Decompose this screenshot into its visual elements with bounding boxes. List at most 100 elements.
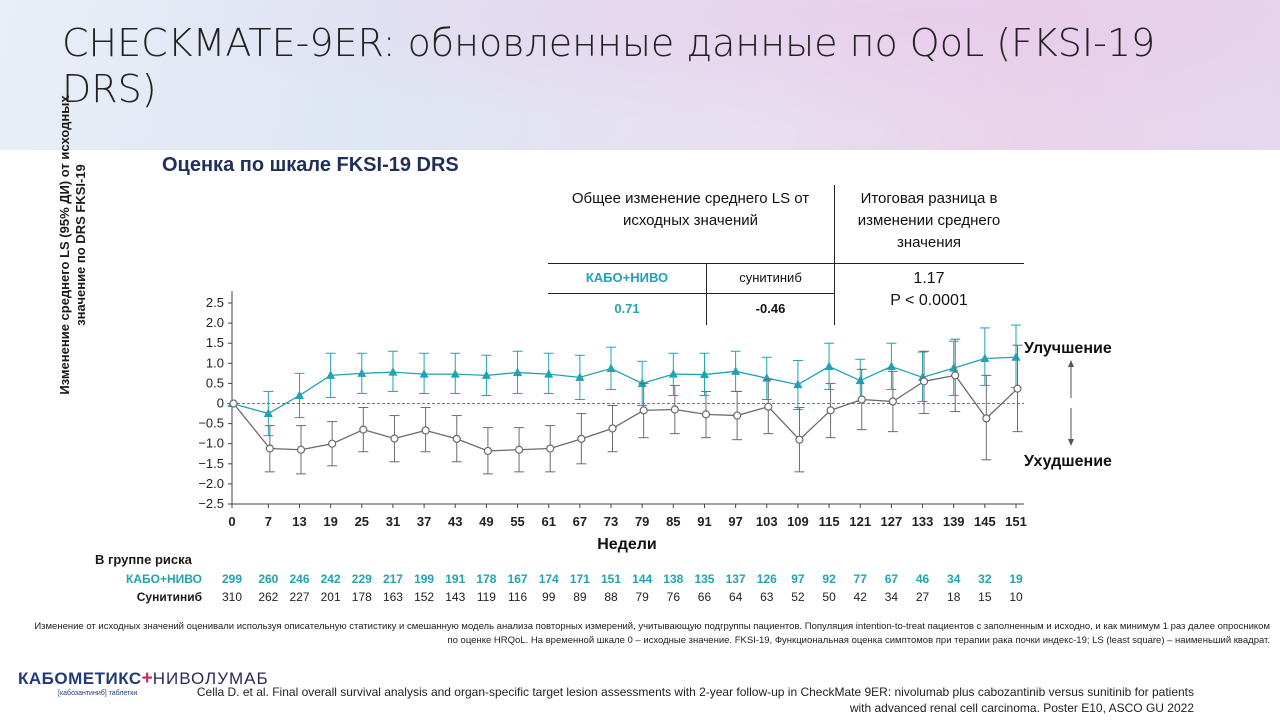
series2-point	[296, 445, 306, 454]
header-band	[0, 0, 1280, 150]
x-tick-label: 0	[228, 514, 235, 529]
series2-point	[670, 405, 679, 414]
improvement-arrowhead	[1068, 360, 1074, 367]
series1-point	[481, 370, 491, 379]
risk-count-arm2: 10	[1009, 590, 1023, 604]
series1-point	[1011, 352, 1021, 361]
risk-count-arm1: 97	[791, 572, 805, 586]
series1-point	[668, 369, 678, 378]
series1-point	[513, 367, 523, 377]
worsening-label: Ухудшение	[1024, 453, 1112, 470]
y-tick-label: −0.5	[198, 416, 224, 431]
series1-point	[855, 375, 865, 385]
worsening-arrowhead	[1068, 439, 1074, 446]
risk-count-arm2: 163	[383, 590, 403, 604]
series1-point	[388, 367, 398, 376]
x-tick-label: 109	[787, 514, 809, 529]
x-tick-label: 19	[323, 514, 337, 529]
y-tick-label: 1.5	[206, 335, 224, 350]
risk-count-arm2: 227	[289, 590, 309, 604]
risk-count-arm1: 174	[539, 572, 559, 586]
risk-count-arm2: 89	[573, 590, 587, 604]
series1-point	[886, 361, 896, 371]
chart-subtitle: Оценка по шкале FKSI-19 DRS	[162, 154, 459, 176]
risk-count-arm1: 19	[1009, 572, 1023, 586]
risk-count-arm1: 144	[632, 572, 652, 586]
series1-point	[606, 363, 616, 373]
series2-point	[1013, 384, 1022, 393]
table-divider-mid	[548, 293, 834, 294]
x-tick-label: 85	[666, 514, 680, 529]
logo-plus-icon: +	[141, 668, 153, 689]
series2-point	[229, 399, 238, 408]
risk-count-arm1: 199	[414, 572, 434, 586]
risk-count-arm2: 27	[916, 590, 930, 604]
risk-count-arm2: 63	[760, 590, 774, 604]
table-arm2-label: сунитиниб	[739, 270, 802, 285]
series2-point	[795, 435, 804, 444]
risk-count-arm2: 178	[352, 590, 372, 604]
series2-point	[514, 445, 524, 454]
series1-point	[699, 369, 709, 379]
series2-point	[546, 444, 555, 453]
risk-count-arm1: 246	[289, 572, 309, 586]
series2-point	[577, 434, 586, 443]
series2-point	[982, 414, 991, 423]
series2-point	[265, 444, 274, 453]
risk-count-arm2: 99	[542, 590, 556, 604]
series1-point	[357, 368, 367, 377]
series1-point	[575, 372, 585, 381]
series1-point	[637, 378, 647, 387]
risk-count-arm2: 64	[729, 590, 743, 604]
x-tick-label: 115	[819, 514, 840, 529]
risk-count-arm2: 15	[978, 590, 992, 604]
series2-point	[608, 424, 617, 433]
risk-count-arm1: 191	[445, 572, 465, 586]
table-difference: 1.17	[913, 270, 945, 287]
risk-count-arm2: 116	[508, 590, 527, 604]
risk-count-arm1: 135	[694, 572, 714, 586]
series1-point	[824, 361, 834, 371]
x-tick-label: 67	[573, 514, 587, 529]
table-col2-header: Итоговая разница в изменении среднего зн…	[857, 190, 1001, 251]
series1-point	[949, 363, 959, 372]
y-tick-label: 2.0	[206, 315, 224, 330]
risk-count-arm2: 152	[414, 590, 434, 604]
y-tick-label: −2.5	[198, 496, 224, 511]
footnote: Изменение от исходных значений оценивали…	[34, 621, 1270, 646]
series2-point	[888, 397, 897, 406]
risk-count-arm2: 52	[791, 590, 805, 604]
risk-count-arm2: 76	[667, 590, 681, 604]
risk-count-arm1: 151	[601, 572, 621, 586]
risk-arm2-label: Сунитиниб	[136, 590, 202, 604]
x-tick-label: 139	[943, 514, 965, 529]
series2-point	[483, 446, 493, 456]
x-tick-label: 121	[849, 514, 871, 529]
series1-point	[294, 390, 304, 399]
risk-count-arm1: 32	[978, 572, 992, 586]
table-arm1-value: 0.71	[614, 301, 640, 316]
series2-point	[359, 425, 368, 434]
risk-count-arm1: 229	[352, 572, 372, 586]
x-tick-label: 7	[265, 514, 272, 529]
x-tick-label: 91	[697, 514, 711, 529]
x-tick-label: 25	[355, 514, 369, 529]
series2-point	[452, 434, 461, 443]
series2-point	[701, 410, 711, 419]
table-arm2-value: -0.46	[755, 301, 786, 316]
x-tick-label: 31	[386, 514, 400, 529]
x-tick-label: 127	[881, 514, 903, 529]
series2-point	[951, 371, 960, 380]
risk-count-arm2: 42	[854, 590, 868, 604]
table-col1-header: Общее изменение среднего LS от исходных …	[571, 190, 810, 229]
x-tick-label: 43	[448, 514, 462, 529]
x-tick-label: 145	[974, 514, 996, 529]
table-arm1-label: КАБО+НИВО	[585, 270, 669, 285]
risk-count-arm1: 171	[570, 572, 590, 586]
risk-count-arm2: 201	[321, 590, 341, 604]
series2-point	[826, 406, 835, 415]
risk-count-arm1: 126	[757, 572, 777, 586]
risk-count-arm2: 50	[822, 590, 836, 604]
y-tick-label: −1.5	[198, 456, 224, 471]
